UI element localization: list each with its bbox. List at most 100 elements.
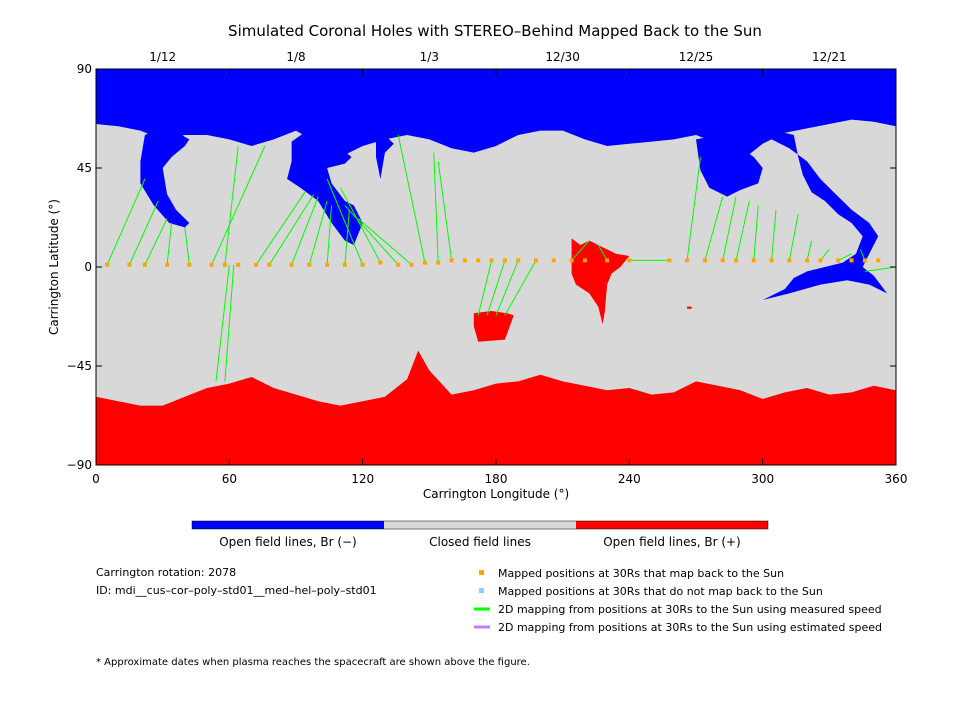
x-tick-label: 300 <box>751 472 774 486</box>
mapped-point <box>862 258 867 263</box>
legend: Mapped positions at 30Rs that map back t… <box>474 567 882 634</box>
mapped-point <box>396 262 401 267</box>
legend-entry: Mapped positions at 30Rs that map back t… <box>498 567 784 580</box>
measured-mapping-line <box>597 244 608 261</box>
measured-mapping-line <box>735 200 750 261</box>
north-polar-coronal-hole <box>96 69 896 162</box>
measured-mapping-line <box>864 266 896 272</box>
mapped-point <box>165 262 170 267</box>
mapped-point <box>462 258 467 263</box>
measured-mapping-line <box>268 194 315 266</box>
negative-coronal-hole <box>758 130 888 300</box>
carrington-rotation: Carrington rotation: 2078 <box>96 566 236 579</box>
y-tick-label: 45 <box>77 161 92 175</box>
mapped-point <box>422 260 427 265</box>
measured-mapping-line <box>144 218 168 266</box>
measured-mapping-line <box>433 152 439 263</box>
negative-coronal-hole <box>696 135 763 197</box>
mapped-point <box>876 258 881 263</box>
mapped-point <box>667 258 672 263</box>
measured-mapping-line <box>686 156 701 261</box>
date-tick-label: 1/3 <box>420 50 439 64</box>
mapped-point <box>209 262 214 267</box>
mapped-point <box>787 258 792 263</box>
legend-entry: 2D mapping from positions at 30Rs to the… <box>498 603 882 616</box>
colorbar-segment <box>192 521 384 529</box>
negative-coronal-hole <box>287 130 363 245</box>
mapped-point <box>489 258 494 263</box>
mapped-point <box>605 258 610 263</box>
mapped-point <box>436 260 441 265</box>
date-tick-label: 12/25 <box>679 50 714 64</box>
y-tick-label: −90 <box>67 458 92 472</box>
measured-mapping-line <box>571 240 590 261</box>
measured-mapping-line <box>128 200 159 266</box>
mapped-point <box>142 262 147 267</box>
negative-coronal-hole <box>140 128 190 228</box>
y-axis-ticks: −90 −45 0 45 90 <box>67 62 896 472</box>
mapped-point <box>289 262 294 267</box>
mapped-point <box>818 258 823 263</box>
legend-swatch-point <box>479 570 484 575</box>
mapped-point <box>849 258 854 263</box>
colorbar-label: Open field lines, Br (−) <box>219 535 357 549</box>
mapped-point <box>187 262 192 267</box>
measured-mapping-line <box>788 214 799 261</box>
mapped-point <box>360 262 365 267</box>
south-polar-coronal-hole <box>96 350 896 465</box>
mapped-point <box>342 262 347 267</box>
measured-mapping-line <box>255 191 306 266</box>
mapped-point <box>502 258 507 263</box>
colorbar-frame <box>191 520 769 530</box>
date-axis-ticks: 1/12 1/8 1/3 12/30 12/25 12/21 <box>149 50 846 64</box>
date-tick-label: 12/30 <box>545 50 580 64</box>
measured-mapping-line <box>344 205 399 266</box>
x-tick-label: 240 <box>618 472 641 486</box>
measured-mapping-line <box>106 178 146 266</box>
date-tick-label: 1/8 <box>286 50 305 64</box>
measured-mapping-line <box>838 253 852 261</box>
mapped-point <box>751 258 756 263</box>
x-tick-label: 180 <box>485 472 508 486</box>
mapped-point <box>551 258 556 263</box>
measured-mapping-line <box>166 222 173 265</box>
y-tick-label: −45 <box>67 359 92 373</box>
mapped-point <box>534 258 538 263</box>
measured-mapping-line <box>722 196 737 261</box>
mapped-point <box>805 258 810 263</box>
mapped-point <box>720 258 725 263</box>
date-tick-label: 1/12 <box>149 50 176 64</box>
mapped-point <box>627 258 632 263</box>
mapped-point <box>325 262 330 267</box>
measured-mapping-line <box>326 178 364 265</box>
mapped-point <box>409 262 414 267</box>
mapped-point <box>267 262 272 267</box>
measured-mapping-line <box>308 200 328 265</box>
y-tick-label: 90 <box>77 62 92 76</box>
measured-mapping-line <box>806 240 813 261</box>
measured-mapping-line <box>340 187 381 263</box>
measured-mapping-line <box>504 260 537 316</box>
mapped-point <box>685 258 690 263</box>
y-axis-label: Carrington Latitude (°) <box>47 199 61 335</box>
colorbar-segment <box>384 521 576 529</box>
measured-mapping-line <box>397 134 426 263</box>
mapped-point <box>476 258 481 263</box>
mapped-point <box>236 262 241 267</box>
measured-mapping-line <box>771 209 777 261</box>
measured-mapping-line <box>326 205 333 265</box>
mapped-point <box>582 258 587 263</box>
measured-mapping-line <box>704 196 724 261</box>
mapped-point <box>702 258 707 263</box>
negative-coronal-hole <box>376 135 394 179</box>
measured-mapping-line <box>344 209 350 265</box>
x-tick-label: 60 <box>222 472 237 486</box>
legend-entry: Mapped positions at 30Rs that do not map… <box>498 585 823 598</box>
colorbar: Open field lines, Br (−) Closed field lin… <box>191 520 769 549</box>
legend-swatch-point <box>479 588 484 593</box>
positive-coronal-hole <box>687 306 692 309</box>
footnote: * Approximate dates when plasma reaches … <box>96 657 530 668</box>
measured-mapping-line <box>486 260 506 316</box>
legend-entry: 2D mapping from positions at 30Rs to the… <box>498 621 882 634</box>
colorbar-segment <box>576 521 768 529</box>
